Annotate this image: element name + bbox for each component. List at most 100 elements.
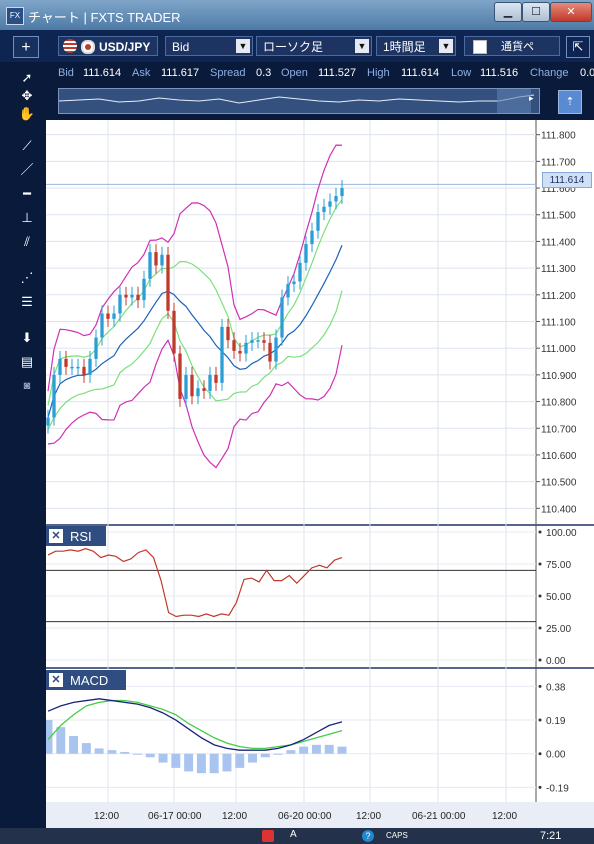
candle-body — [196, 388, 200, 397]
macd-histogram-bar — [69, 736, 79, 754]
low-label: Low — [451, 67, 472, 79]
pair-panel-label: 通貨ペ — [501, 41, 534, 53]
candle-body — [184, 374, 188, 399]
candle-body — [166, 254, 170, 311]
drawing-toolbar: ➚ ✥ ✋ ⟋ ／ ━ ⊥ ⫽ ⋰ ☰ ⬇ ▤ ◙ — [14, 66, 40, 396]
pair-panel-button[interactable]: 通貨ペ — [464, 36, 560, 56]
quote-bar: Bid 111.614 Ask 111.617 Spread 0.3 Open … — [0, 62, 594, 84]
rsi-tick-label: 75.00 — [546, 560, 571, 571]
price-tick-label: 111.500 — [541, 211, 576, 222]
chart-toolbar: + USD/JPY Bid ▼ ローソク足 ▼ 1時間足 ▼ 通貨ペ ⇱ — [0, 30, 594, 62]
macd-histogram-bar — [196, 753, 206, 774]
macd-tick-label: 0.38 — [546, 682, 566, 693]
candle-body — [244, 342, 248, 354]
camera-icon[interactable]: ◙ — [23, 380, 31, 392]
chart-svg[interactable]: 111.800 111.700 111.600 111.500 111.400 111.3… — [43, 120, 594, 810]
time-tick-label: 06-21 00:00 — [412, 811, 466, 822]
macd-histogram-bar — [158, 753, 168, 763]
close-button[interactable]: ✕ — [550, 2, 592, 22]
chevron-right-icon[interactable]: ▸ — [529, 93, 534, 103]
candle-body — [340, 188, 344, 197]
horizontal-line-icon[interactable]: ━ — [23, 186, 31, 201]
timeframe-select[interactable]: 1時間足 ▼ — [376, 36, 456, 56]
candle-body — [46, 417, 50, 426]
change-value: 0.0 — [580, 67, 594, 79]
tick-mark — [538, 718, 542, 722]
price-tick-label: 110.800 — [541, 398, 577, 409]
overview-sparkline — [58, 89, 535, 113]
overview-navigator[interactable]: ▸ — [58, 88, 540, 114]
candle-body — [70, 366, 74, 369]
candle-body — [100, 313, 104, 338]
tick-mark — [538, 658, 542, 662]
candle-body — [190, 374, 194, 397]
japan-flag-icon — [81, 40, 95, 54]
price-tick-label: 110.900 — [541, 371, 577, 382]
lower-band-line — [47, 339, 343, 469]
macd-tick-label: 0.00 — [546, 750, 566, 761]
macd-histogram-bar — [222, 753, 232, 772]
candle-body — [220, 326, 224, 383]
add-chart-button[interactable]: + — [13, 36, 39, 58]
scroll-to-latest-button[interactable]: ⇡ — [558, 90, 582, 114]
hand-icon[interactable]: ✋ — [18, 106, 36, 121]
macd-histogram-bar — [273, 753, 283, 755]
macd-histogram-bar — [107, 750, 117, 754]
tray-text-icon[interactable]: A — [290, 829, 297, 840]
cursor-icon[interactable]: ➚ — [21, 70, 33, 85]
help-icon[interactable]: ? — [362, 830, 374, 842]
candle-body — [250, 340, 254, 343]
candle-body — [274, 337, 278, 362]
close-icon[interactable]: ✕ — [49, 673, 63, 687]
candle-body — [172, 310, 176, 354]
download-icon[interactable]: ⬇ — [21, 330, 33, 345]
macd-histogram-bar — [145, 753, 155, 758]
macd-histogram-bar — [184, 753, 194, 772]
chart-area[interactable]: 111.800 111.700 111.600 111.500 111.400 111.3… — [43, 120, 594, 810]
crosshair-icon[interactable]: ✥ — [21, 88, 33, 103]
bid-value: 111.614 — [83, 67, 122, 79]
spread-label: Spread — [210, 67, 246, 79]
minimize-button[interactable]: ▁ — [494, 2, 522, 22]
price-side-select[interactable]: Bid ▼ — [165, 36, 253, 56]
current-price-tag: 111.614 — [542, 172, 592, 188]
macd-tick-label: -0.19 — [546, 783, 569, 794]
candle-body — [268, 342, 272, 362]
checkbox-icon[interactable] — [473, 40, 487, 54]
time-tick-label: 12:00 — [492, 811, 518, 822]
upper-band-line — [47, 144, 343, 392]
close-icon[interactable]: ✕ — [49, 529, 63, 543]
macd-histogram-bar — [120, 751, 130, 754]
channel-icon[interactable]: ⫽ — [24, 234, 30, 249]
symbol-label: USD/JPY — [99, 40, 151, 54]
candle-body — [52, 374, 56, 418]
macd-histogram-bar — [81, 743, 91, 754]
ask-value: 111.617 — [161, 67, 200, 79]
macd-histogram-bar — [286, 750, 296, 754]
maximize-button[interactable]: ☐ — [522, 2, 550, 22]
macd-histogram-bar — [171, 753, 181, 768]
os-taskbar: A ? CAPS 7:21 — [0, 828, 594, 844]
candle-body — [154, 252, 158, 266]
candle-body — [202, 388, 206, 391]
candle-body — [148, 252, 152, 279]
trendline-icon[interactable]: ⟋ — [22, 138, 32, 153]
low-value: 111.516 — [480, 67, 519, 79]
tick-mark — [538, 785, 542, 789]
list-icon[interactable]: ▤ — [20, 354, 34, 369]
rsi-tick-label: 100.00 — [546, 528, 577, 539]
fibonacci-lines-icon[interactable]: ☰ — [21, 294, 33, 309]
ray-icon[interactable]: ／ — [20, 162, 34, 177]
caps-indicator: CAPS — [386, 831, 408, 840]
symbol-selector[interactable]: USD/JPY — [58, 36, 158, 56]
chart-type-select[interactable]: ローソク足 ▼ — [256, 36, 372, 56]
vertical-line-icon[interactable]: ⊥ — [21, 210, 33, 225]
candle-body — [328, 201, 332, 207]
fibonacci-fan-icon[interactable]: ⋰ — [20, 270, 34, 285]
middle-band-line — [47, 244, 343, 418]
rsi-line — [47, 548, 343, 618]
macd-histogram-bar — [235, 753, 245, 768]
expand-icon[interactable]: ⇱ — [566, 36, 590, 58]
candle-body — [178, 353, 182, 399]
tray-icon[interactable] — [262, 830, 274, 842]
